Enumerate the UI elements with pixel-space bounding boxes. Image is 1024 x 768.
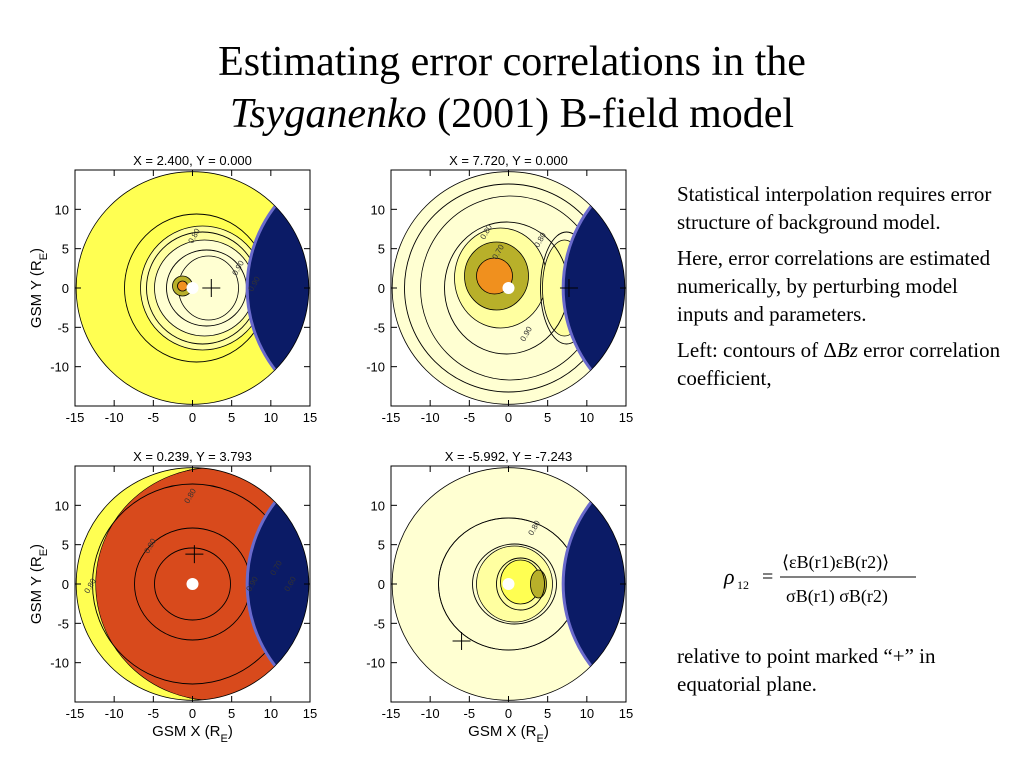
panel-title: X = 2.400, Y = 0.000 xyxy=(133,153,252,168)
contour-plot-2: 0.80 0.70 0.80 0.90 X = 7.720, Y = 0.000 -15-… xyxy=(336,152,646,447)
x-tick-label: -10 xyxy=(421,410,440,425)
y-tick-label: 5 xyxy=(378,538,385,553)
y-tick-label: -10 xyxy=(50,360,69,375)
correlation-formula: ρ 12 = ⟨εB(r1)εB(r2)⟩ σB(r1) σB(r2) xyxy=(720,540,920,612)
x-tick-label: 10 xyxy=(580,706,594,721)
y-tick-label: -5 xyxy=(57,320,69,335)
y-tick-label: -10 xyxy=(50,656,69,671)
y-tick-label: 0 xyxy=(62,281,69,296)
contour-line xyxy=(154,547,231,621)
x-tick-label: 0 xyxy=(505,706,512,721)
x-tick-label: -5 xyxy=(464,706,476,721)
y-tick-label: 5 xyxy=(62,242,69,257)
x-tick-label: -15 xyxy=(66,410,85,425)
earth-disk xyxy=(186,578,199,590)
x-tick-label: -10 xyxy=(421,706,440,721)
y-axis-label: GSM Y (RE) xyxy=(28,248,50,328)
panel-title: X = -5.992, Y = -7.243 xyxy=(445,449,572,464)
x-tick-label: 10 xyxy=(580,410,594,425)
contour-svg: 0.80X = -5.992, Y = -7.243-15 -10 -5 0 5 10 15… xyxy=(366,449,633,743)
x-tick-label: 10 xyxy=(264,410,278,425)
explanation-text: Statistical interpolation requires error… xyxy=(677,180,1007,400)
rho-subscript: 12 xyxy=(737,578,749,592)
contour-line xyxy=(472,543,557,625)
x-tick-label: -5 xyxy=(148,706,160,721)
equals-sign: = xyxy=(762,566,773,588)
y-tick-label: 10 xyxy=(371,202,385,217)
y-tick-label: 0 xyxy=(62,577,69,592)
y-tick-label: 10 xyxy=(55,202,69,217)
contour-line xyxy=(496,557,545,611)
x-tick-label: 15 xyxy=(619,410,633,425)
contour-plot-4: 0.80 X = -5.992, Y = -7.243 -15 -10 -5 0 5 10 15… xyxy=(336,448,646,743)
x-tick-label: 0 xyxy=(189,706,196,721)
contour-svg: 0.800.900.90X = 2.400, Y = 0.000-15 -10 -5… xyxy=(28,153,317,425)
x-tick-label: 5 xyxy=(228,410,235,425)
footer-note: relative to point marked “+” in equatori… xyxy=(677,644,936,696)
terminator-edge xyxy=(245,467,309,701)
y-tick-label: 5 xyxy=(378,242,385,257)
contour-svg: 0.800.800.80 0.900.700.60X = 0.239, Y = 3… xyxy=(28,449,317,743)
x-tick-label: 5 xyxy=(544,706,551,721)
contour-region xyxy=(177,280,188,292)
y-tick-label: 0 xyxy=(378,577,385,592)
y-tick-label: -10 xyxy=(366,360,385,375)
paragraph-interpolation: Statistical interpolation requires error… xyxy=(677,182,992,234)
y-tick-label: 10 xyxy=(55,498,69,513)
bz-symbol: Bz xyxy=(836,338,858,362)
contours-pre: Left: contours of xyxy=(677,338,824,362)
y-tick-label: -10 xyxy=(366,656,385,671)
title-italic-name: Tsyganenko xyxy=(229,91,427,137)
x-tick-label: 15 xyxy=(619,706,633,721)
x-tick-label: 5 xyxy=(544,410,551,425)
earth-disk xyxy=(502,578,515,590)
terminator-edge xyxy=(245,171,309,405)
x-axis-label: GSM X (RE) xyxy=(468,723,549,743)
x-tick-label: -15 xyxy=(66,706,85,721)
x-tick-label: -10 xyxy=(105,706,124,721)
x-axis-label: GSM X (RE) xyxy=(152,723,233,743)
y-tick-label: -5 xyxy=(57,616,69,631)
y-tick-label: -5 xyxy=(373,616,385,631)
delta-symbol: Δ xyxy=(823,338,837,362)
x-tick-label: -15 xyxy=(382,706,401,721)
contour-svg: 0.800.700.800.90X = 7.720, Y = 0.000-15-… xyxy=(366,153,633,425)
page-title: Estimating error correlations in the Tsy… xyxy=(0,36,1024,140)
contour-plot-3: 0.80 0.80 0.80 0.90 0.70 0.60 X = 0.239, Y = 3… xyxy=(20,448,330,743)
y-tick-label: 10 xyxy=(371,498,385,513)
panel-title: X = 0.239, Y = 3.793 xyxy=(133,449,252,464)
formula-numerator: ⟨εB(r1)εB(r2)⟩ xyxy=(782,552,889,573)
x-tick-label: 5 xyxy=(228,706,235,721)
x-tick-label: -15 xyxy=(382,410,401,425)
y-tick-label: 0 xyxy=(378,281,385,296)
paragraph-method: Here, error correlations are estimated n… xyxy=(677,246,991,326)
x-tick-label: 15 xyxy=(303,410,317,425)
x-tick-label: 15 xyxy=(303,706,317,721)
y-tick-label: -5 xyxy=(373,320,385,335)
x-tick-label: -5 xyxy=(148,410,160,425)
title-line-1: Estimating error correlations in the xyxy=(218,39,806,85)
title-line-2: Tsyganenko (2001) B-field model xyxy=(0,88,1024,140)
contour-plot-1: 0.80 0.90 0.90 X = 2.400, Y = 0.000 -15 -10 -5… xyxy=(20,152,330,447)
earth-disk xyxy=(502,282,515,294)
contours-post: error correlation coefficient, xyxy=(677,338,1001,390)
x-tick-label: 10 xyxy=(264,706,278,721)
terminator-edge xyxy=(561,467,625,701)
y-tick-label: 5 xyxy=(62,538,69,553)
x-tick-label: -5 xyxy=(464,410,476,425)
title-rest: (2001) B-field model xyxy=(426,91,795,137)
earth-disk xyxy=(186,282,199,294)
y-axis-label: GSM Y (RE) xyxy=(28,544,50,624)
x-tick-label: 0 xyxy=(189,410,196,425)
paragraph-contours: Left: contours of ΔBz error correlation … xyxy=(677,336,1007,392)
x-tick-label: -10 xyxy=(105,410,124,425)
rho-symbol: ρ xyxy=(723,564,735,589)
x-tick-label: 0 xyxy=(505,410,512,425)
contour-region xyxy=(530,569,547,599)
formula-denominator: σB(r1) σB(r2) xyxy=(786,586,888,607)
panel-title: X = 7.720, Y = 0.000 xyxy=(449,153,568,168)
